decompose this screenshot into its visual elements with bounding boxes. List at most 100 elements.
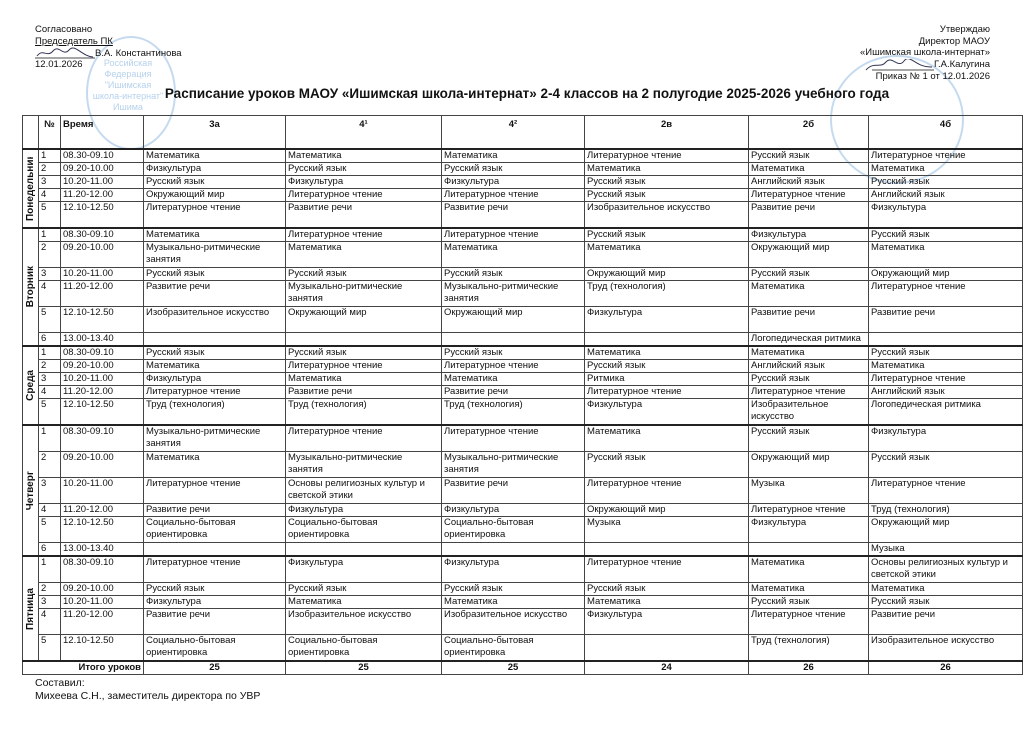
lesson-cell: Изобразительное искусство xyxy=(584,201,749,229)
approval-right: Утверждаю Директор МАОУ «Ишимская школа-… xyxy=(860,24,990,82)
approval-label: Утверждаю xyxy=(939,24,990,35)
table-row: 2 09.20-10.00 Математика Литературное чтени… xyxy=(23,359,1023,373)
lesson-cell: Математика xyxy=(868,162,1023,176)
lesson-cell: Труд (технология) xyxy=(748,634,869,662)
header-row: № Время 3а 4¹ 4² 2в 2б 4б xyxy=(22,115,1023,150)
lesson-cell: Русский язык xyxy=(748,267,869,281)
approval-signatory: Г.А.Калугина xyxy=(933,59,990,70)
lesson-number: 3 xyxy=(38,175,61,189)
lesson-cell: Математика xyxy=(584,424,749,452)
lesson-cell: Литературное чтение xyxy=(868,280,1023,307)
lesson-cell: Окружающий мир xyxy=(868,516,1023,543)
header-class: 2в xyxy=(584,115,749,150)
table-row: 4 11.20-12.00 Литературное чтение Развитие … xyxy=(23,385,1023,399)
lesson-cell: Социально-бытовая ориентировка xyxy=(441,516,585,543)
lesson-cell: Физкультура xyxy=(748,227,869,242)
lesson-cell: Труд (технология) xyxy=(584,280,749,307)
lesson-cell: Математика xyxy=(441,241,585,268)
lesson-cell: Музыкально-ритмические занятия xyxy=(143,241,286,268)
table-row: 2 09.20-10.00 Физкультура Русский язык Русск… xyxy=(23,162,1023,176)
lesson-cell: Литературное чтение xyxy=(584,477,749,504)
lesson-cell: Физкультура xyxy=(584,306,749,333)
table-row: Среда 1 08.30-09.10 Русский язык Русский язы… xyxy=(22,345,1023,426)
lesson-cell: Английский язык xyxy=(748,359,869,373)
lesson-cell: Развитие речи xyxy=(143,280,286,307)
total-value: 26 xyxy=(868,660,1023,675)
lesson-cell: Логопедическая ритмика xyxy=(868,398,1023,426)
header-class: 4¹ xyxy=(285,115,442,150)
lesson-cell: Развитие речи xyxy=(441,477,585,504)
lesson-cell: Математика xyxy=(584,162,749,176)
lesson-cell: Английский язык xyxy=(868,385,1023,399)
lesson-cell: Труд (технология) xyxy=(285,398,442,426)
lesson-cell: Музыкально-ритмические занятия xyxy=(143,424,286,452)
stamp-left-text: Российская Федерация "Ишимская школа-интерн… xyxy=(92,58,164,112)
lesson-time: 12.10-12.50 xyxy=(60,516,144,543)
lesson-cell xyxy=(584,542,749,557)
lesson-cell: Литературное чтение xyxy=(584,385,749,399)
lesson-cell: Физкультура xyxy=(285,175,442,189)
table-row: 4 11.20-12.00 Развитие речи Физкультура Физк… xyxy=(23,503,1023,517)
lesson-cell: Русский язык xyxy=(748,424,869,452)
lesson-cell: Развитие речи xyxy=(868,608,1023,635)
lesson-cell: Изобразительное искусство xyxy=(748,398,869,426)
lesson-cell: Математика xyxy=(285,241,442,268)
lesson-cell: Литературное чтение xyxy=(441,188,585,202)
lesson-cell: Литературное чтение xyxy=(748,503,869,517)
lesson-number: 1 xyxy=(38,345,61,360)
lesson-cell: Окружающий мир xyxy=(441,306,585,333)
lesson-cell: Социально-бытовая ориентировка xyxy=(285,516,442,543)
approval-left: Согласовано Председатель ПК В.А. Констан… xyxy=(35,24,182,71)
lesson-time: 12.10-12.50 xyxy=(60,398,144,426)
total-value: 26 xyxy=(748,660,869,675)
lesson-cell: Математика xyxy=(868,359,1023,373)
lesson-cell: Развитие речи xyxy=(143,503,286,517)
lesson-cell: Окружающий мир xyxy=(584,503,749,517)
lesson-cell: Русский язык xyxy=(584,227,749,242)
lesson-time: 12.10-12.50 xyxy=(60,634,144,662)
header-day xyxy=(22,115,39,150)
lesson-number: 5 xyxy=(38,398,61,426)
day-label-cell: Четверг xyxy=(22,424,39,557)
lesson-cell: Литературное чтение xyxy=(441,227,585,242)
lesson-time: 10.20-11.00 xyxy=(60,175,144,189)
lesson-number: 4 xyxy=(38,280,61,307)
lesson-cell: Русский язык xyxy=(285,162,442,176)
lesson-cell: Литературное чтение xyxy=(441,424,585,452)
lesson-time: 10.20-11.00 xyxy=(60,595,144,609)
lesson-cell: Математика xyxy=(748,345,869,360)
lesson-cell: Математика xyxy=(584,241,749,268)
table-row: 3 10.20-11.00 Физкультура Математика Математ… xyxy=(23,372,1023,386)
lesson-cell: Социально-бытовая ориентировка xyxy=(441,634,585,662)
lesson-cell: Русский язык xyxy=(143,175,286,189)
table-row: 2 09.20-10.00 Математика Музыкально-ритмиче… xyxy=(23,451,1023,478)
approval-order: Приказ № 1 от 12.01.2026 xyxy=(875,70,990,82)
lesson-cell: Изобразительное искусство xyxy=(441,608,585,635)
lesson-cell: Математика xyxy=(143,359,286,373)
lesson-number: 1 xyxy=(38,424,61,452)
lesson-cell: Музыка xyxy=(584,516,749,543)
lesson-cell: Русский язык xyxy=(868,451,1023,478)
lesson-time: 10.20-11.00 xyxy=(60,267,144,281)
total-value: 25 xyxy=(441,660,585,675)
lesson-cell: Математика xyxy=(868,582,1023,596)
lesson-cell: Развитие речи xyxy=(285,201,442,229)
lesson-number: 3 xyxy=(38,477,61,504)
lesson-cell: Изобразительное искусство xyxy=(868,634,1023,662)
lesson-cell: Математика xyxy=(143,451,286,478)
lesson-cell xyxy=(285,542,442,557)
lesson-cell: Литературное чтение xyxy=(285,227,442,242)
lesson-cell: Математика xyxy=(285,372,442,386)
lesson-time: 09.20-10.00 xyxy=(60,359,144,373)
lesson-time: 09.20-10.00 xyxy=(60,451,144,478)
lesson-cell: Развитие речи xyxy=(748,201,869,229)
lesson-cell: Музыкально-ритмические занятия xyxy=(285,451,442,478)
day-label: Понедельник xyxy=(24,156,36,221)
lesson-number: 2 xyxy=(38,241,61,268)
total-value: 25 xyxy=(143,660,286,675)
schedule-table: № Время 3а 4¹ 4² 2в 2б 4б Понедельник 1 08… xyxy=(22,115,1023,675)
total-value: 24 xyxy=(584,660,749,675)
lesson-number: 4 xyxy=(38,608,61,635)
lesson-cell: Русский язык xyxy=(143,345,286,360)
lesson-cell: Русский язык xyxy=(868,345,1023,360)
